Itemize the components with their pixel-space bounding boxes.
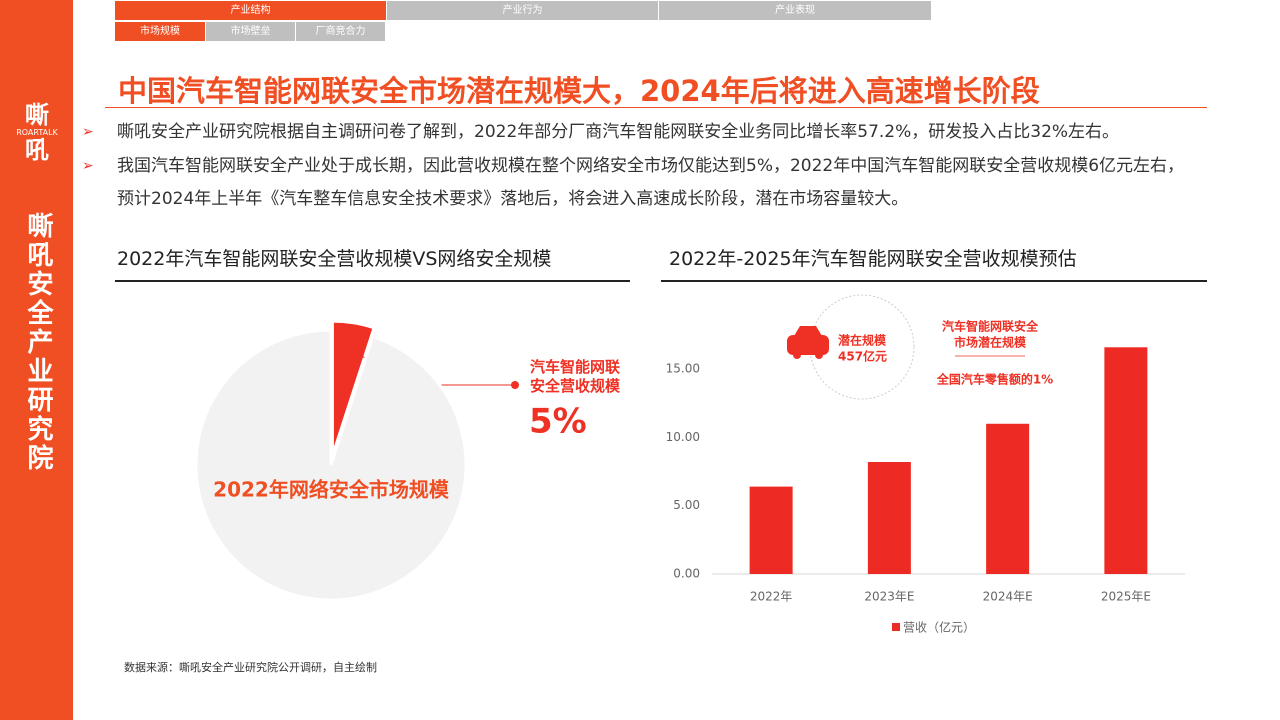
chart-title: 2022年-2025年汽车智能网联安全营收规模预估 bbox=[669, 248, 1077, 270]
leader-dot bbox=[511, 381, 519, 389]
bar bbox=[867, 462, 911, 574]
nav-tab[interactable]: 产业结构 bbox=[115, 1, 386, 20]
car-icon-wheel bbox=[793, 351, 801, 359]
annotation: 市场潜在规模 bbox=[954, 335, 1027, 350]
title-rule bbox=[105, 107, 1207, 108]
nav-tab[interactable]: 产业行为 bbox=[387, 1, 658, 20]
logo-en: ROARTALK bbox=[16, 128, 58, 137]
legend-label: 营收（亿元） bbox=[903, 620, 975, 635]
nav-tab[interactable]: 产业表现 bbox=[659, 1, 931, 20]
y-tick-label: 15.00 bbox=[666, 362, 700, 376]
callout-circle bbox=[809, 294, 915, 400]
slice-label: 2022年网络安全市场规模 bbox=[213, 478, 450, 502]
x-tick-label: 2024年E bbox=[983, 590, 1033, 604]
slice-label: 汽车智能网联安全营收规模 bbox=[530, 358, 621, 395]
x-tick-label: 2025年E bbox=[1101, 590, 1151, 604]
source-note: 数据来源：嘶吼安全产业研究院公开调研，自主绘制 bbox=[124, 661, 377, 674]
annotation: 潜在规模 bbox=[838, 333, 887, 348]
annotation: 全国汽车零售额的1% bbox=[936, 372, 1053, 387]
sub-tab[interactable]: 厂商竞合力 bbox=[296, 22, 385, 41]
sidebar-name: 嘶吼安全产业研究院 bbox=[23, 212, 53, 473]
bar bbox=[986, 423, 1030, 574]
bullet-icon: ➢ bbox=[82, 158, 94, 174]
bullet: 嘶吼安全产业研究院根据自主调研问卷了解到，2022年部分厂商汽车智能网联安全业务… bbox=[117, 122, 1120, 142]
title-underline bbox=[115, 280, 630, 282]
bar bbox=[749, 486, 793, 574]
annotation: 汽车智能网联安全 bbox=[942, 319, 1039, 334]
car-icon-roof bbox=[794, 326, 822, 336]
sidebar bbox=[0, 0, 73, 720]
title-underline bbox=[661, 280, 1207, 282]
pie-slice bbox=[330, 319, 377, 457]
car-icon-body bbox=[787, 335, 829, 355]
slice-value: 5% bbox=[529, 402, 587, 442]
pie-slice bbox=[194, 328, 468, 602]
chart-title: 2022年汽车智能网联安全营收规模VS网络安全规模 bbox=[117, 248, 552, 270]
bar bbox=[1104, 347, 1148, 574]
car-icon-wheel bbox=[815, 351, 823, 359]
sub-tab[interactable]: 市场规模 bbox=[115, 22, 205, 41]
bullet-icon: ➢ bbox=[82, 124, 94, 140]
legend-swatch bbox=[892, 623, 900, 631]
y-tick-label: 10.00 bbox=[666, 430, 700, 444]
logo: 嘶吼 bbox=[25, 101, 49, 164]
bullet: 我国汽车智能网联安全产业处于成长期，因此营收规模在整个网络安全市场仅能达到5%，… bbox=[117, 156, 1185, 209]
x-tick-label: 2023年E bbox=[864, 590, 914, 604]
y-tick-label: 5.00 bbox=[673, 498, 700, 512]
annotation: 457亿元 bbox=[838, 349, 887, 364]
sub-tab[interactable]: 市场壁垒 bbox=[206, 22, 295, 41]
slide-title: 中国汽车智能网联安全市场潜在规模大，2024年后将进入高速增长阶段 bbox=[118, 74, 1040, 108]
y-tick-label: 0.00 bbox=[673, 567, 700, 581]
x-tick-label: 2022年 bbox=[750, 590, 793, 604]
